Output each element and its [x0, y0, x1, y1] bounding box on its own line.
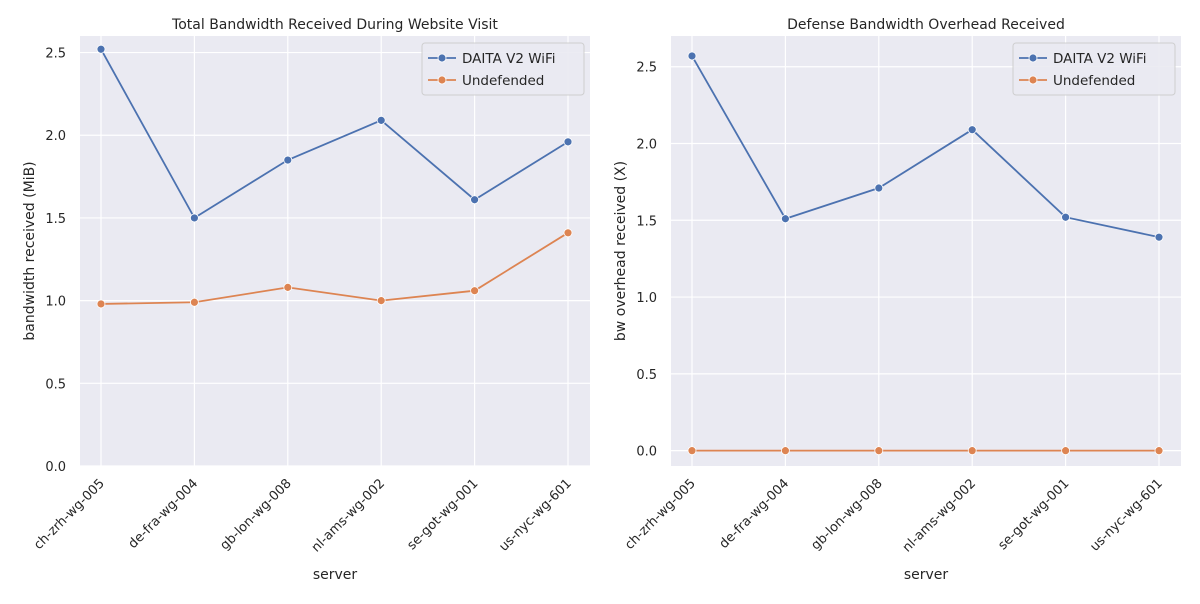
data-point: [563, 228, 573, 238]
chart-title: Total Bandwidth Received During Website …: [171, 17, 498, 33]
legend-label: Undefended: [462, 73, 544, 89]
data-point: [1154, 232, 1164, 242]
x-tick-label: ch-zrh-wg-005: [31, 476, 108, 553]
data-point: [967, 446, 977, 456]
y-tick-label: 2.0: [45, 129, 66, 144]
data-point: [470, 286, 480, 296]
y-tick-label: 0.0: [45, 460, 66, 475]
y-tick-label: 0.0: [636, 445, 657, 460]
legend-frame: [1012, 42, 1176, 96]
subplot-2: 0.0 0.5 1.0 1.5 2.0 2.5 ch-zrh-wg-005 de-fra-wg…: [613, 17, 1181, 583]
x-tick-label: se-got-wg-001: [995, 476, 1072, 553]
x-tick-label: gb-lon-wg-008: [217, 476, 294, 553]
x-tick-label: se-got-wg-001: [404, 476, 481, 553]
legend-marker: [437, 53, 447, 63]
data-point: [874, 446, 884, 456]
series-2: [687, 446, 1164, 456]
data-point: [874, 183, 884, 193]
data-point: [96, 44, 106, 54]
y-tick-label: 0.5: [45, 377, 66, 392]
legend-label: DAITA V2 WiFi: [462, 51, 556, 67]
legend: DAITA V2 WiFi Undefended: [1012, 42, 1176, 96]
x-tick-label: us-nyc-wg-601: [496, 476, 574, 554]
y-axis-label: bandwidth received (MiB): [22, 161, 38, 340]
legend: DAITA V2 WiFi Undefended: [421, 42, 585, 96]
series-2: [96, 228, 573, 309]
data-point: [687, 446, 697, 456]
data-point: [470, 195, 480, 205]
data-point: [781, 214, 790, 224]
data-point: [967, 125, 977, 135]
x-tick-label: de-fra-wg-004: [126, 476, 202, 552]
legend-label: DAITA V2 WiFi: [1053, 51, 1147, 67]
series-1: [96, 44, 573, 223]
data-point: [376, 296, 386, 306]
x-axis-label: server: [904, 567, 949, 583]
x-axis-label: server: [313, 567, 358, 583]
data-point: [1061, 212, 1070, 222]
data-point: [1061, 446, 1070, 456]
y-tick-label: 1.5: [45, 212, 66, 227]
data-point: [96, 299, 106, 309]
y-tick-label: 1.0: [45, 295, 66, 310]
data-point: [189, 213, 199, 223]
x-tick-label: ch-zrh-wg-005: [622, 476, 699, 553]
series-line: [100, 232, 569, 305]
legend-label: Undefended: [1053, 73, 1135, 89]
plot-area: [671, 36, 1181, 466]
y-axis-label: bw overhead received (X): [613, 161, 629, 341]
series-1: [687, 51, 1164, 242]
data-point: [1154, 446, 1164, 456]
y-tick-label: 2.5: [45, 47, 66, 62]
subplot-1: 0.0 0.5 1.0 1.5 2.0 2.5 ch-zrh-wg-005 de-fra-wg…: [22, 17, 590, 583]
y-tick-label: 1.0: [636, 291, 657, 306]
legend-marker: [1028, 75, 1038, 85]
y-tick-label: 0.5: [636, 368, 657, 383]
data-point: [376, 115, 386, 125]
legend-marker: [1028, 53, 1038, 63]
x-tick-label: nl-ams-wg-002: [309, 476, 388, 555]
legend-marker: [437, 75, 447, 85]
x-tick-label: us-nyc-wg-601: [1087, 476, 1165, 554]
plot-area: [80, 36, 590, 466]
data-point: [283, 155, 293, 165]
series-line: [100, 48, 569, 220]
data-point: [189, 297, 199, 307]
data-point: [283, 282, 293, 292]
data-point: [563, 137, 573, 147]
y-tick-label: 1.5: [636, 214, 657, 229]
x-tick-label: nl-ams-wg-002: [900, 476, 979, 555]
series-line: [691, 55, 1160, 239]
y-tick-label: 2.0: [636, 138, 657, 153]
chart-title: Defense Bandwidth Overhead Received: [787, 17, 1065, 33]
legend-frame: [421, 42, 585, 96]
data-point: [687, 51, 697, 61]
data-point: [781, 446, 790, 456]
y-tick-label: 2.5: [636, 61, 657, 76]
x-tick-label: gb-lon-wg-008: [808, 476, 885, 553]
x-tick-label: de-fra-wg-004: [717, 476, 793, 552]
